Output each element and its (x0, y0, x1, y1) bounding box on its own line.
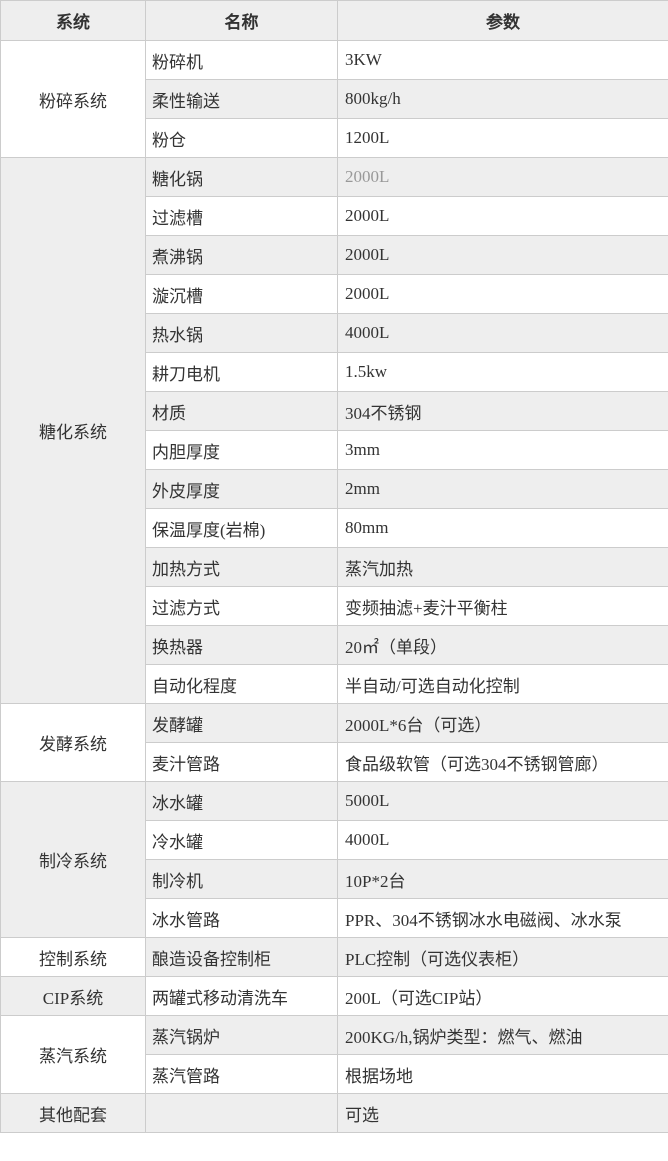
param-cell: 2000L (337, 157, 668, 197)
param-cell: 半自动/可选自动化控制 (337, 664, 668, 704)
table-row: 材质 304不锈钢 (1, 391, 668, 431)
name-cell: 换热器 (145, 625, 338, 665)
table-row: 冰水管路 PPR、304不锈钢冰水电磁阀、冰水泵 (1, 898, 668, 938)
name-cell: 柔性输送 (145, 79, 338, 119)
name-cell: 蒸汽锅炉 (145, 1015, 338, 1055)
name-cell: 过滤方式 (145, 586, 338, 626)
name-cell: 自动化程度 (145, 664, 338, 704)
param-cell: 4000L (337, 313, 668, 353)
param-cell: PPR、304不锈钢冰水电磁阀、冰水泵 (337, 898, 668, 938)
name-cell: 两罐式移动清洗车 (145, 976, 338, 1016)
name-cell: 外皮厚度 (145, 469, 338, 509)
param-cell: 1200L (337, 118, 668, 158)
table-row: 柔性输送 800kg/h (1, 79, 668, 119)
name-cell: 热水锅 (145, 313, 338, 353)
param-cell: 20㎡（单段） (337, 625, 668, 665)
table-row: 制冷系统 冰水罐 5000L (0, 781, 668, 938)
name-cell: 内胆厚度 (145, 430, 338, 470)
name-cell: 过滤槽 (145, 196, 338, 236)
param-cell: 可选 (337, 1093, 668, 1133)
name-cell: 粉仓 (145, 118, 338, 158)
name-cell: 冰水管路 (145, 898, 338, 938)
name-cell: 材质 (145, 391, 338, 431)
system-cell: CIP系统 (0, 976, 146, 1016)
table-row: 其他配套 可选 (0, 1093, 668, 1133)
system-cell: 发酵系统 (0, 703, 146, 782)
system-cell: 蒸汽系统 (0, 1015, 146, 1094)
system-cell: 其他配套 (0, 1093, 146, 1133)
name-cell: 加热方式 (145, 547, 338, 587)
param-cell: 4000L (337, 820, 668, 860)
table-row: 制冷机 10P*2台 (1, 859, 668, 899)
name-cell: 漩沉槽 (145, 274, 338, 314)
param-cell: 根据场地 (337, 1054, 668, 1094)
table-row: 发酵系统 发酵罐 2000L*6台（可选） (0, 703, 668, 782)
system-cell: 粉碎系统 (0, 40, 146, 158)
param-cell: 3mm (337, 430, 668, 470)
table-row: 外皮厚度 2mm (1, 469, 668, 509)
table-row: 过滤槽 2000L (1, 196, 668, 236)
equipment-spec-table: 系统 名称 参数 粉碎系统 粉碎机 3KW 柔性输送 800kg/h 粉仓 1200L 糖化系… (0, 0, 668, 1133)
name-cell: 蒸汽管路 (145, 1054, 338, 1094)
name-cell: 酿造设备控制柜 (145, 937, 338, 977)
table-row: 耕刀电机 1.5kw (1, 352, 668, 392)
param-cell: PLC控制（可选仪表柜） (337, 937, 668, 977)
table-row: 过滤方式 变频抽滤+麦汁平衡柱 (1, 586, 668, 626)
table-row: 加热方式 蒸汽加热 (1, 547, 668, 587)
name-cell: 制冷机 (145, 859, 338, 899)
name-cell: 发酵罐 (145, 703, 338, 743)
param-cell: 变频抽滤+麦汁平衡柱 (337, 586, 668, 626)
name-cell (145, 1093, 338, 1133)
table-row: CIP系统 两罐式移动清洗车 200L（可选CIP站） (0, 976, 668, 1016)
param-cell: 200L（可选CIP站） (337, 976, 668, 1016)
table-row: 自动化程度 半自动/可选自动化控制 (1, 664, 668, 704)
header-row: 系统 名称 参数 (0, 0, 668, 41)
table-header: 系统 名称 参数 (0, 0, 668, 41)
param-cell: 2000L (337, 196, 668, 236)
name-cell: 冰水罐 (145, 781, 338, 821)
table-row: 蒸汽系统 蒸汽锅炉 200KG/h,锅炉类型：燃气、燃油 (0, 1015, 668, 1094)
param-cell: 2000L (337, 274, 668, 314)
name-cell: 粉碎机 (145, 40, 338, 80)
table-body: 粉碎系统 粉碎机 3KW 柔性输送 800kg/h 粉仓 1200L 糖化系统 糖化锅 2000L… (0, 40, 668, 1133)
param-cell: 3KW (337, 40, 668, 80)
system-cell: 控制系统 (0, 937, 146, 977)
param-cell: 5000L (337, 781, 668, 821)
param-cell: 蒸汽加热 (337, 547, 668, 587)
table-row: 控制系统 酿造设备控制柜 PLC控制（可选仪表柜） (0, 937, 668, 977)
table-row: 麦汁管路 食品级软管（可选304不锈钢管廊） (1, 742, 668, 782)
system-cell: 制冷系统 (0, 781, 146, 938)
table-row: 糖化系统 糖化锅 2000L (0, 157, 668, 704)
table-row: 粉碎系统 粉碎机 3KW (0, 40, 668, 158)
table-row: 冷水罐 4000L (1, 820, 668, 860)
param-cell: 200KG/h,锅炉类型：燃气、燃油 (337, 1015, 668, 1055)
table-row: 保温厚度(岩棉) 80mm (1, 508, 668, 548)
param-cell: 2000L (337, 235, 668, 275)
param-cell: 10P*2台 (337, 859, 668, 899)
table-row: 热水锅 4000L (1, 313, 668, 353)
name-cell: 煮沸锅 (145, 235, 338, 275)
table-row: 漩沉槽 2000L (1, 274, 668, 314)
param-cell: 1.5kw (337, 352, 668, 392)
param-cell: 304不锈钢 (337, 391, 668, 431)
name-cell: 糖化锅 (145, 157, 338, 197)
header-cell-param: 参数 (337, 0, 668, 41)
name-cell: 冷水罐 (145, 820, 338, 860)
header-cell-system: 系统 (0, 0, 146, 41)
param-cell: 2mm (337, 469, 668, 509)
name-cell: 麦汁管路 (145, 742, 338, 782)
param-cell: 食品级软管（可选304不锈钢管廊） (337, 742, 668, 782)
table-row: 粉仓 1200L (1, 118, 668, 158)
name-cell: 保温厚度(岩棉) (145, 508, 338, 548)
table-row: 煮沸锅 2000L (1, 235, 668, 275)
system-cell: 糖化系统 (0, 157, 146, 704)
param-cell: 80mm (337, 508, 668, 548)
name-cell: 耕刀电机 (145, 352, 338, 392)
header-cell-name: 名称 (145, 0, 338, 41)
param-cell: 2000L*6台（可选） (337, 703, 668, 743)
param-cell: 800kg/h (337, 79, 668, 119)
